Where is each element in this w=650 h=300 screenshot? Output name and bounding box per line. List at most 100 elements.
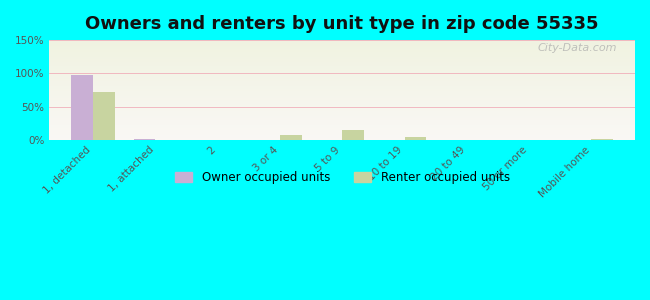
Bar [49,0,635,57]
Bar [49,34,635,134]
Bar [72,75,93,140]
Bar [49,0,635,72]
Bar [49,0,635,91]
Bar [49,11,635,111]
Bar [49,0,635,62]
Bar [49,0,635,64]
Bar [49,0,635,51]
Title: Owners and renters by unit type in zip code 55335: Owners and renters by unit type in zip c… [86,15,599,33]
Bar [49,0,635,89]
Bar [49,39,635,139]
Bar [49,22,635,122]
Bar [49,37,635,137]
Bar [49,0,635,94]
Bar [49,18,635,118]
Bar [49,36,635,136]
Bar [49,0,635,73]
Bar [49,0,635,48]
Bar [134,139,155,140]
Bar [49,14,635,114]
Bar [49,0,635,93]
Bar [49,0,635,86]
Bar [49,0,635,68]
Bar [49,0,635,75]
Bar [49,13,635,113]
Bar [49,25,635,125]
Bar [49,0,635,49]
Bar [49,0,635,58]
Bar [49,0,635,44]
Bar [49,0,635,71]
Bar [49,0,635,95]
Bar [49,0,635,70]
Bar [49,0,635,47]
Bar [49,0,635,82]
Bar [49,0,635,54]
Bar [49,20,635,120]
Text: City-Data.com: City-Data.com [538,43,617,53]
Bar [49,10,635,110]
Bar [49,0,635,96]
Bar [49,0,635,42]
Bar [49,32,635,132]
Legend: Owner occupied units, Renter occupied units: Owner occupied units, Renter occupied un… [170,167,515,189]
Bar [49,0,635,83]
Bar [404,137,426,140]
Bar [49,29,635,129]
Bar [49,35,635,135]
Bar [49,38,635,138]
Bar [49,0,635,66]
Bar [49,33,635,133]
Bar [49,0,635,60]
Bar [49,0,635,100]
Bar [49,31,635,131]
Bar [49,0,635,88]
Bar [49,2,635,102]
Bar [49,0,635,69]
Bar [49,8,635,108]
Bar [49,4,635,104]
Bar [49,0,635,41]
Bar [49,0,635,74]
Bar [49,5,635,105]
Bar [93,92,115,140]
Bar [49,0,635,87]
Bar [49,7,635,107]
Bar [49,0,635,63]
Bar [49,17,635,117]
Bar [49,30,635,130]
Bar [49,0,635,65]
Bar [343,130,364,140]
Bar [49,0,635,61]
Bar [49,23,635,123]
Bar [280,135,302,140]
Bar [49,0,635,81]
Bar [49,0,635,67]
Bar [49,40,635,140]
Bar [49,0,635,99]
Bar [49,1,635,101]
Bar [49,24,635,124]
Bar [49,26,635,126]
Bar [49,0,635,52]
Bar [49,0,635,50]
Bar [49,0,635,80]
Bar [49,27,635,127]
Bar [49,0,635,85]
Bar [49,0,635,53]
Bar [49,15,635,115]
Bar [49,0,635,90]
Bar [49,0,635,43]
Bar [49,0,635,76]
Bar [592,139,613,140]
Bar [49,0,635,59]
Bar [49,0,635,92]
Bar [49,0,635,45]
Bar [49,3,635,103]
Bar [49,0,635,98]
Bar [49,9,635,109]
Bar [49,19,635,119]
Bar [49,12,635,112]
Bar [49,0,635,55]
Bar [49,6,635,106]
